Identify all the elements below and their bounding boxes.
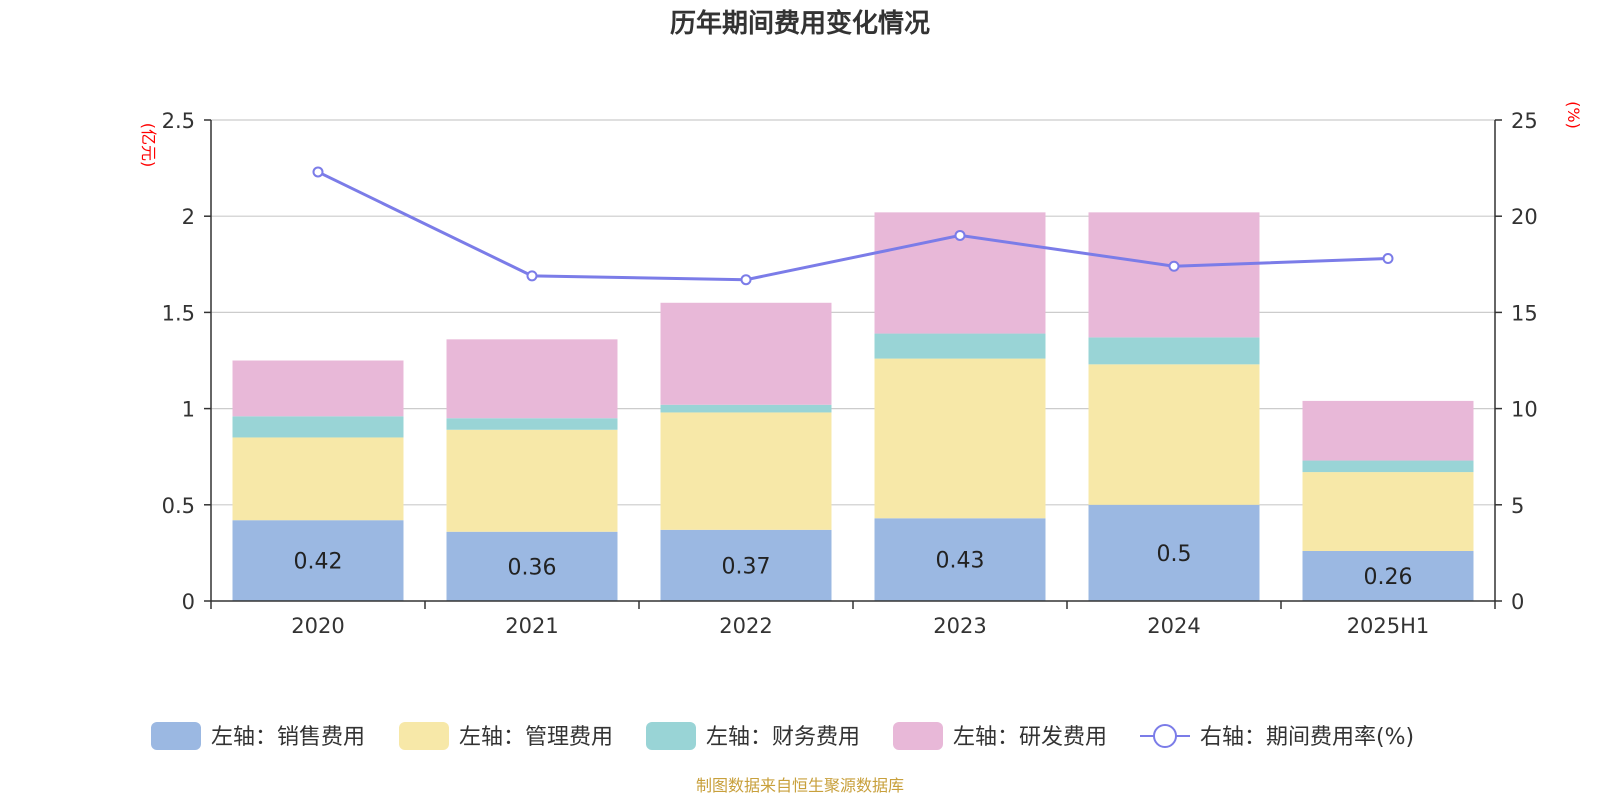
left-axis-tick-label: 1 xyxy=(182,398,195,422)
bar-segment xyxy=(660,404,832,413)
legend-swatch xyxy=(646,722,696,750)
bar-value-label: 0.43 xyxy=(936,549,985,574)
bar-segment xyxy=(660,529,832,601)
legend-label: 左轴：销售费用 xyxy=(211,725,365,750)
rate-line-path xyxy=(317,170,1389,282)
right-axis-tick-label: 0 xyxy=(1511,590,1524,614)
legend: 左轴：销售费用 左轴：管理费用 左轴：财务费用 左轴：研发费用 右轴：期间费用率(%) xyxy=(151,722,1414,750)
right-axis-tick-label: 25 xyxy=(1511,109,1538,133)
rate-line xyxy=(312,166,1394,286)
left-axis-tick-label: 2.5 xyxy=(162,109,195,133)
x-axis-tick-label: 2022 xyxy=(719,614,772,638)
bar-segment xyxy=(446,531,618,601)
legend-swatch xyxy=(399,722,449,750)
right-axis-tick-label: 15 xyxy=(1511,301,1538,325)
left-axis-tick-label: 1.5 xyxy=(162,301,195,325)
rate-point xyxy=(954,229,966,241)
legend-label: 左轴：研发费用 xyxy=(953,725,1107,750)
bar-segment xyxy=(874,333,1046,359)
bar-segment xyxy=(232,437,404,521)
bar-segment xyxy=(660,412,832,530)
bar-segment xyxy=(660,302,832,405)
bar-segment xyxy=(874,518,1046,601)
rate-point xyxy=(740,274,752,286)
bar-segment xyxy=(874,358,1046,519)
bar-value-label: 0.26 xyxy=(1364,565,1413,590)
rate-point xyxy=(1382,253,1394,265)
bar-segment xyxy=(446,339,618,419)
bar-segment xyxy=(232,520,404,601)
right-axis-tick-label: 5 xyxy=(1511,494,1524,518)
axes: 0 0.5 1 1.5 2 2.5 0 5 10 15 20 25 2020 2021 2022 2023 20… xyxy=(162,109,1538,638)
right-axis-unit: (%) xyxy=(1564,101,1583,129)
bar-value-label: 0.36 xyxy=(508,555,557,580)
bar-segment xyxy=(1302,460,1474,473)
right-axis-tick-label: 20 xyxy=(1511,205,1538,229)
rate-point xyxy=(312,166,324,178)
bar-value-labels: 0.42 0.36 0.37 0.43 0.5 0.26 xyxy=(294,542,1413,590)
legend-line-marker xyxy=(1153,724,1177,748)
left-axis-tick-label: 0 xyxy=(182,590,195,614)
legend-label: 左轴：财务费用 xyxy=(706,725,860,750)
bar-segment xyxy=(1088,337,1260,365)
bar-segment xyxy=(232,416,404,438)
bar-segment xyxy=(1088,212,1260,338)
bar-segment xyxy=(1302,472,1474,551)
left-axis-tick-label: 0.5 xyxy=(162,494,195,518)
bar-segment xyxy=(1088,504,1260,601)
bar-segment xyxy=(232,360,404,417)
left-axis-unit: (亿元) xyxy=(139,123,158,168)
rate-point xyxy=(1168,260,1180,272)
data-source-note: 制图数据来自恒生聚源数据库 xyxy=(696,776,904,795)
bar-value-label: 0.37 xyxy=(722,554,771,579)
bar-segment xyxy=(1088,364,1260,505)
grid-lines xyxy=(211,119,1495,506)
x-axis-tick-label: 2024 xyxy=(1147,614,1200,638)
x-axis-tick-label: 2023 xyxy=(933,614,986,638)
x-axis-tick-label: 2020 xyxy=(291,614,344,638)
x-axis-tick-label: 2021 xyxy=(505,614,558,638)
x-axis-tick-label: 2025H1 xyxy=(1347,614,1430,638)
bar-value-label: 0.5 xyxy=(1157,542,1192,567)
bar-value-label: 0.42 xyxy=(294,550,343,575)
chart-title: 历年期间费用变化情况 xyxy=(670,8,930,39)
rate-point xyxy=(526,270,538,282)
left-axis-tick-label: 2 xyxy=(182,205,195,229)
legend-label: 右轴：期间费用率(%) xyxy=(1200,725,1414,750)
legend-swatch xyxy=(893,722,943,750)
legend-label: 左轴：管理费用 xyxy=(459,725,613,750)
bar-segment xyxy=(1302,550,1474,601)
legend-swatch xyxy=(151,722,201,750)
bar-segment xyxy=(1302,400,1474,461)
bar-stacks xyxy=(232,212,1474,601)
right-axis-tick-label: 10 xyxy=(1511,398,1538,422)
bar-segment xyxy=(446,429,618,532)
bar-segment xyxy=(446,418,618,430)
